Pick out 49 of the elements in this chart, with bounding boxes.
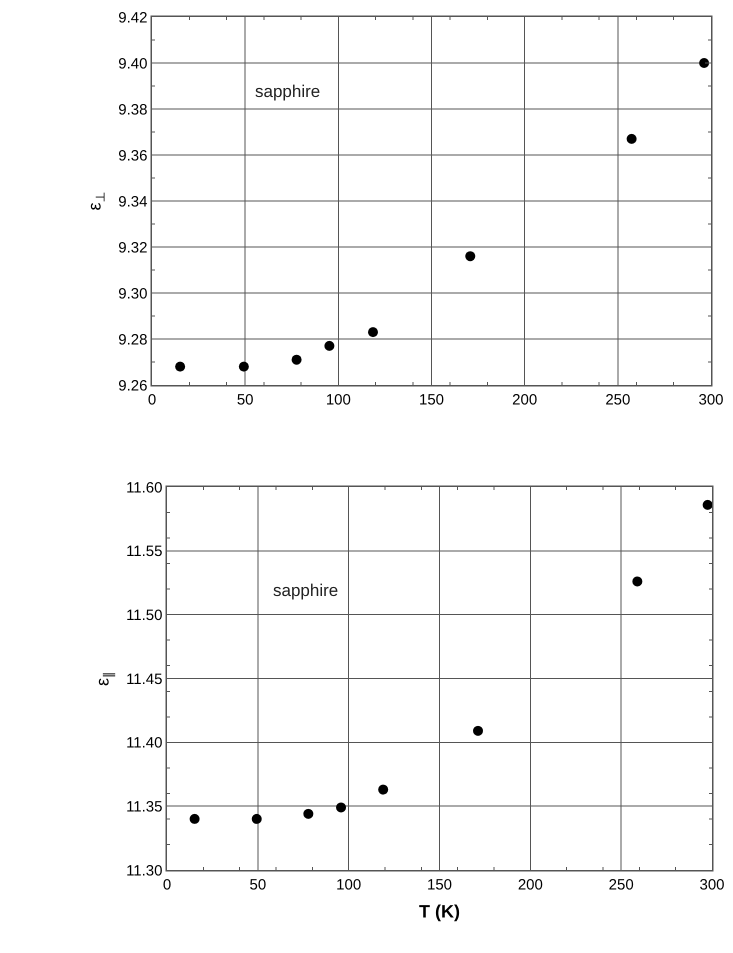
y-tick-label: 9.28 [118, 331, 148, 348]
x-tick-label: 150 [426, 876, 452, 894]
x-tick-label: 200 [518, 876, 543, 894]
point [238, 362, 249, 372]
x-tick-label: 150 [418, 392, 444, 408]
point [465, 251, 476, 262]
y-tick-label: 11.60 [126, 479, 162, 496]
point [699, 58, 710, 68]
y-tick-label: 9.26 [118, 377, 148, 394]
point [292, 354, 302, 365]
y-tick-label: 9.40 [118, 55, 148, 72]
point [702, 500, 712, 510]
x-tick-label: 50 [236, 392, 254, 408]
y-tick-label: 11.55 [126, 543, 162, 560]
point [175, 362, 186, 372]
point [473, 726, 484, 736]
point [632, 576, 642, 586]
y-tick-label: 9.42 [118, 9, 148, 26]
x-tick-label: 200 [512, 392, 538, 408]
x-tick-label: 0 [148, 392, 156, 408]
y-tick-label: 11.50 [126, 606, 162, 624]
y-tick-label: 9.34 [118, 193, 148, 210]
y-tick-label: 11.35 [126, 798, 162, 816]
x-tick-label: 50 [249, 876, 266, 894]
y-tick-label: 9.32 [118, 239, 148, 256]
x-tick-label: 250 [605, 392, 630, 408]
point [626, 134, 637, 144]
y-tick-label: 9.38 [118, 101, 148, 118]
x-tick-label: 0 [162, 876, 172, 894]
y-tick-label: 9.30 [118, 285, 148, 302]
point [252, 814, 262, 824]
x-axis-title: T (K) [419, 901, 460, 922]
annotation: sapphire [255, 82, 320, 101]
x-tick-label: 300 [698, 392, 724, 408]
x-tick-label: 100 [336, 876, 362, 894]
y-tick-label: 11.40 [126, 734, 162, 752]
y-tick-label: 11.45 [126, 670, 162, 688]
y-tick-label: 9.36 [118, 147, 148, 164]
point [303, 808, 314, 819]
x-tick-label: 250 [608, 876, 634, 894]
x-tick-label: 300 [699, 876, 725, 894]
y-tick-label: 11.30 [126, 862, 162, 880]
point [378, 784, 388, 795]
point [324, 340, 334, 351]
point [190, 814, 200, 824]
x-tick-label: 100 [326, 392, 351, 408]
point [336, 802, 346, 812]
point [368, 327, 378, 338]
annotation: sapphire [273, 581, 338, 600]
